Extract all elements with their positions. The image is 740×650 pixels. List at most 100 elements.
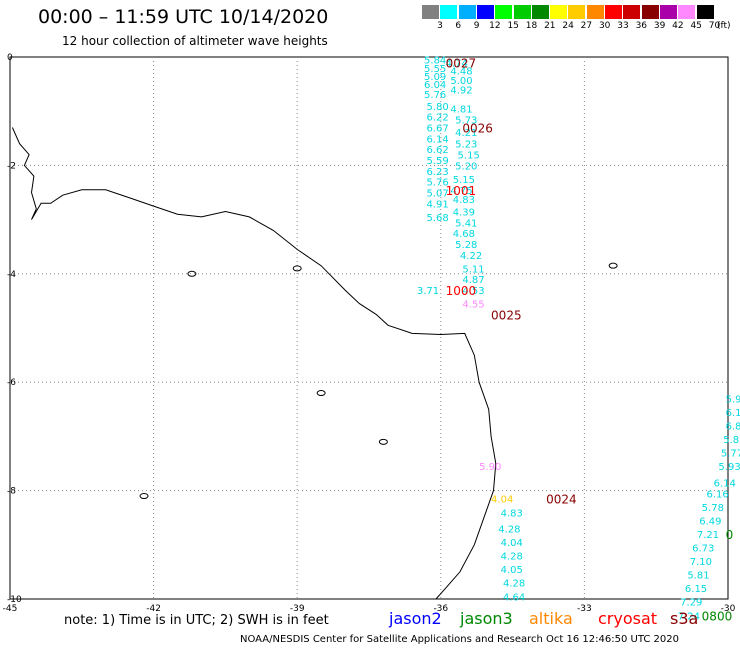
legend-swatch (586, 5, 604, 19)
wave-height-value: 6.14 (426, 134, 448, 145)
lat-tick-label: -6 (7, 378, 16, 388)
wave-height-value: 4.74 (446, 58, 468, 69)
wave-height-value: 4.64 (503, 592, 525, 603)
lon-tick-label: -39 (290, 604, 305, 614)
wave-height-value: 4.04 (501, 538, 523, 549)
wave-height-value: 4.39 (453, 207, 475, 218)
wave-height-value: 5.20 (455, 161, 477, 172)
wave-height-value: 5.11 (462, 264, 484, 275)
legend-label: 21 (544, 21, 556, 31)
wave-height-value: 7.21 (697, 530, 719, 541)
legend-label: 45 (690, 21, 702, 31)
legend-swatch (495, 5, 513, 19)
lat-tick-label: -10 (7, 595, 22, 605)
wave-height-value: 5.73 (455, 115, 477, 126)
wave-height-value: 5.84 (424, 56, 446, 67)
legend-swatch (513, 5, 531, 19)
legend-label: 3 (437, 21, 443, 31)
axis-tick-labels: -45 -42 -39 -36 -33 -30 0 -2 -4 -6 -8 -10 (3, 53, 736, 614)
wave-height-value: 4.92 (450, 86, 472, 97)
legend-swatch (531, 5, 549, 19)
wave-height-value: 4.87 (462, 275, 484, 286)
wave-height-value: 4.28 (498, 525, 520, 536)
legend-label: 15 (507, 21, 519, 31)
map-grid (10, 57, 728, 599)
wave-height-value: 5.93 (718, 462, 740, 473)
pass-time-label: 0 (726, 528, 734, 542)
wave-height-value: 4.75 (450, 186, 472, 197)
legend-swatch (550, 5, 568, 19)
wave-height-value: 6.16 (706, 489, 728, 500)
wave-height-value: 5.9 (726, 394, 740, 405)
wave-height-value: 6.73 (692, 544, 714, 555)
island (316, 390, 326, 397)
satellite-altika: altika (529, 609, 573, 628)
wave-height-value: 5.59 (426, 156, 448, 167)
map-subtitle: 12 hour collection of altimeter wave hei… (62, 34, 328, 48)
legend-label: 39 (653, 21, 666, 31)
legend-swatch (659, 5, 677, 19)
legend-label: 33 (617, 21, 629, 31)
wave-height-value: 4.05 (501, 565, 523, 576)
wave-height-value: 5.15 (453, 175, 475, 186)
legend-label: 9 (473, 21, 480, 31)
island (187, 270, 197, 277)
legend-swatch (458, 5, 476, 19)
lat-tick-label: -8 (7, 487, 16, 497)
pass-time-label: 0027 (446, 56, 477, 70)
wave-height-value: 5.55 (424, 64, 446, 75)
wave-height-value: 4.91 (426, 199, 448, 210)
wave-height-value: 5.23 (455, 140, 477, 151)
wave-height-value: 7.10 (690, 557, 712, 568)
legend-swatch (641, 5, 659, 19)
legend-label: 18 (525, 21, 538, 31)
wave-height-value: 6.62 (426, 145, 448, 156)
satellite-jason2: jason2 (389, 609, 442, 628)
pass-time-label: 0024 (546, 493, 577, 507)
lon-tick-label: -45 (3, 604, 18, 614)
wave-height-value: 5.90 (479, 462, 501, 473)
legend-label: 24 (562, 21, 574, 31)
legend-swatch (422, 5, 439, 19)
wave-height-value: 6.15 (685, 584, 707, 595)
wave-height-value: 4.28 (503, 579, 525, 590)
wave-height-value: 4.55 (462, 300, 484, 311)
legend-label: 12 (489, 21, 501, 31)
wave-height-value: 5.80 (426, 102, 448, 113)
altimeter-tracks: 5.84 4.745.55 4.48 5.09 5.00 6.04 4.92 5.76 0027… (417, 56, 740, 624)
legend-label: 42 (672, 21, 684, 31)
legend-swatch (568, 5, 586, 19)
pass-time-label: 0025 (491, 308, 522, 322)
wave-height-value: 7.24 (678, 611, 700, 622)
legend-swatch (440, 5, 458, 19)
legend-swatch (605, 5, 622, 19)
wave-height-value: 4.28 (501, 552, 523, 563)
satellite-cryosat: cryosat (598, 609, 658, 628)
legend-unit: (ft) (717, 21, 731, 31)
map-frame (9, 56, 729, 600)
wave-height-value: 5.41 (455, 218, 477, 229)
wave-height-value: 6.22 (426, 113, 448, 124)
legend-label: 30 (598, 21, 611, 31)
legend-label: 6 (455, 21, 462, 31)
lat-tick-label: 0 (7, 53, 13, 63)
pass-time-label: 1001 (446, 184, 477, 198)
wave-height-value: 5.09 (424, 72, 446, 83)
pass-time-label: 1000 (446, 284, 477, 298)
wave-height-value: 6.67 (426, 123, 448, 134)
footer-credit: NOAA/NESDIS Center for Satellite Applica… (240, 634, 679, 645)
wave-height-value: 5.07 (426, 189, 448, 200)
legend-swatch (678, 5, 696, 19)
wave-height-value: 3.71 (417, 286, 439, 297)
wave-height-value: 5.81 (687, 571, 709, 582)
lat-tick-label: -2 (7, 161, 16, 171)
wave-height-value: 6.49 (699, 516, 721, 527)
island (139, 493, 149, 500)
wave-height-value: 4.53 (462, 286, 484, 297)
lat-tick-label: -4 (7, 270, 16, 280)
wave-height-value: 6.1 (726, 408, 740, 419)
wave-height-value: 5.28 (455, 240, 477, 251)
satellite-s3a: s3a (670, 609, 699, 628)
wave-height-value: 6.04 (424, 80, 446, 91)
